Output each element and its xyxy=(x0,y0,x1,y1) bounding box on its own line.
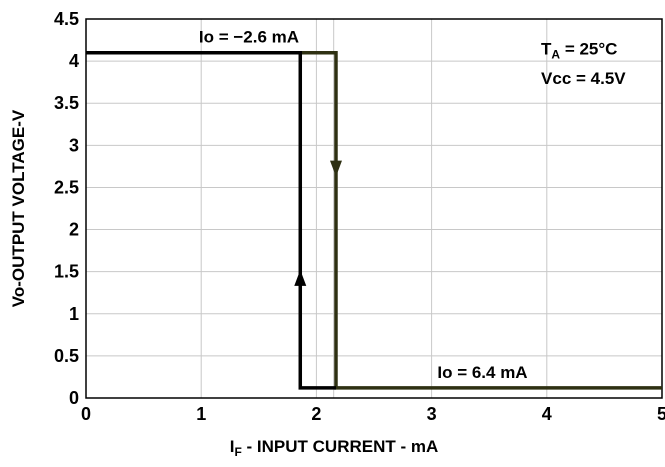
series-line-2 xyxy=(86,50,336,390)
x-axis-label-main: I xyxy=(230,437,235,456)
y-tick-label: 2 xyxy=(69,220,79,240)
annotation-ta-sub: A xyxy=(551,47,560,61)
annotation-io-high: Io = −2.6 mA xyxy=(199,28,299,47)
y-tick-label: 4 xyxy=(69,51,79,71)
tick-labels: 0 1 2 3 4 5 0 0.5 1 1.5 2 2.5 3 3.5 4 4.5 xyxy=(54,9,665,424)
y-tick-label: 0 xyxy=(69,388,79,408)
y-axis-label: Vo-OUTPUT VOLTAGE-V xyxy=(9,109,28,307)
y-tick-label: 2.5 xyxy=(54,177,79,197)
arrow-down xyxy=(329,160,342,177)
annotation-io-low: Io = 6.4 mA xyxy=(437,363,527,382)
x-axis-label: IF - INPUT CURRENT - mA xyxy=(230,437,439,459)
y-tick-label: 3 xyxy=(69,135,79,155)
x-tick-label: 2 xyxy=(311,404,321,424)
x-tick-label: 3 xyxy=(427,404,437,424)
x-tick-label: 0 xyxy=(81,404,91,424)
annotation-ta-main: T xyxy=(541,39,552,58)
annotation-ta-rest: = 25°C xyxy=(560,39,617,58)
y-tick-label: 0.5 xyxy=(54,346,79,366)
x-tick-label: 4 xyxy=(542,404,552,424)
arrow-up xyxy=(294,269,307,286)
y-tick-label: 4.5 xyxy=(54,9,79,29)
series-lines xyxy=(86,50,662,390)
gridlines xyxy=(86,19,662,398)
y-tick-label: 1 xyxy=(69,304,79,324)
plot-frame xyxy=(85,18,663,399)
x-tick-label: 1 xyxy=(196,404,206,424)
x-tick-label: 5 xyxy=(657,404,665,424)
annotation-ta: TA = 25°C xyxy=(541,39,617,61)
y-tick-label: 1.5 xyxy=(54,262,79,282)
annotation-vcc: Vcc = 4.5V xyxy=(541,69,626,88)
x-axis-label-rest: - INPUT CURRENT - mA xyxy=(242,437,438,456)
y-tick-label: 3.5 xyxy=(54,93,79,113)
x-axis-label-sub: F xyxy=(234,445,241,459)
